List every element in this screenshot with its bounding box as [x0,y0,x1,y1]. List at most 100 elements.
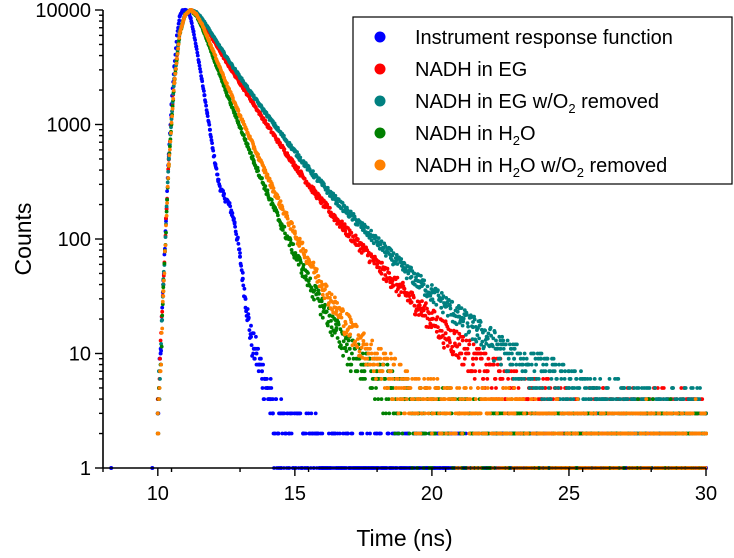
data-point [448,340,452,345]
data-point [347,356,351,361]
data-point [166,169,171,174]
data-point [479,356,484,361]
data-point [313,411,318,416]
data-point [260,386,265,390]
data-point [444,304,449,309]
data-point [249,323,253,328]
data-point [339,315,344,320]
data-point [165,184,170,189]
data-point [269,386,274,390]
data-point [369,228,373,233]
data-point [585,377,590,381]
data-point [571,397,576,401]
data-point [328,296,332,300]
data-point [347,346,352,351]
data-point [500,411,504,416]
data-point [163,249,167,254]
data-point [477,346,481,351]
data-point [249,150,253,155]
data-point [171,96,176,101]
data-point [364,362,368,367]
data-point [461,334,466,339]
data-point [329,325,334,330]
data-point [346,431,350,436]
data-point [239,126,244,131]
data-point [350,431,355,436]
data-point [386,386,390,390]
data-point [276,431,280,436]
data-point [368,362,373,367]
data-point [522,351,527,356]
data-point [618,397,623,401]
data-point [461,362,466,367]
data-point [407,431,412,436]
data-point [302,176,307,181]
data-point [376,397,381,401]
data-point [233,112,238,117]
data-point [555,377,559,381]
data-point [301,247,305,251]
data-point [559,377,564,381]
data-point [433,431,438,436]
data-point [427,386,432,390]
data-point [361,242,366,247]
data-point [448,306,453,311]
data-point [374,386,378,390]
data-point [170,106,175,111]
data-point [217,184,222,189]
data-point [160,309,165,314]
data-point [242,286,247,291]
data-point [289,143,293,148]
data-point [348,332,353,337]
data-point [308,260,313,265]
data-point [498,346,503,351]
data-point [323,302,327,307]
data-point [481,377,486,381]
data-point [509,346,514,351]
data-point [239,263,244,268]
data-point [396,431,401,436]
data-point [160,318,165,322]
data-point [230,211,235,216]
data-point [195,50,200,55]
data-point [400,431,405,436]
data-point [312,288,317,293]
data-point [450,344,455,349]
data-point [339,346,344,351]
data-point [289,248,294,252]
data-point [549,377,554,381]
data-point [700,397,705,401]
data-point [546,377,550,381]
data-point [297,244,302,248]
data-point [384,254,388,258]
data-point [293,251,298,255]
data-point [607,377,612,381]
data-point [509,369,514,374]
data-point [508,431,513,436]
data-point [271,186,276,191]
data-point [448,303,452,308]
data-point [270,411,275,416]
data-point [164,230,168,235]
data-point [240,278,245,283]
data-point [419,273,423,278]
data-point [210,141,215,146]
data-point [324,309,329,314]
data-point [519,377,524,381]
data-point [485,336,490,341]
data-point [256,346,260,351]
data-point [483,351,488,356]
data-point [393,431,398,436]
data-point [529,397,534,401]
data-point [255,165,260,170]
data-point [161,278,166,283]
data-point [169,125,173,130]
data-point [480,339,485,344]
data-point [370,338,375,343]
data-point [697,397,702,401]
data-point [443,331,448,336]
data-point [252,356,257,361]
data-point [540,431,545,436]
data-point [439,329,444,333]
data-point [165,180,170,185]
